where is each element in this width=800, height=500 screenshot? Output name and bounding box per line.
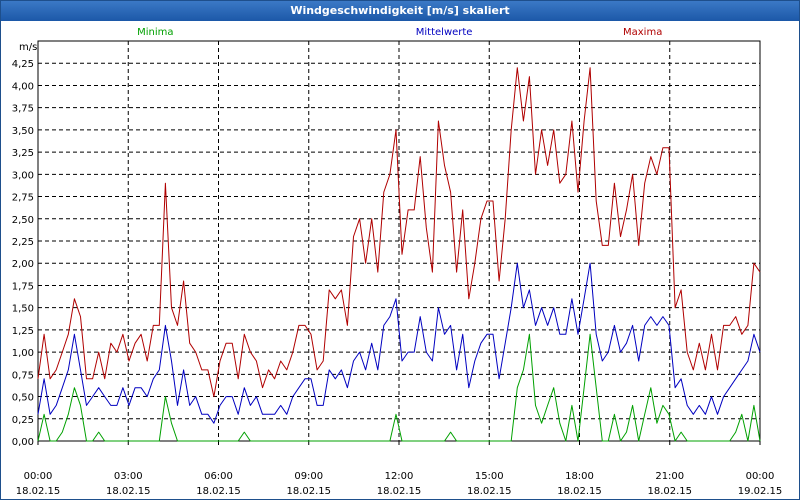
x-tick-date: 18.02.15 — [467, 486, 512, 497]
y-axis-label: m/s — [19, 42, 37, 53]
x-tick-time: 15:00 — [475, 471, 504, 482]
y-tick-label: 0,75 — [12, 370, 34, 381]
grid — [38, 41, 760, 441]
legend-minima: Minima — [137, 27, 173, 38]
y-tick-label: 1,75 — [12, 281, 34, 292]
y-tick-label: 1,00 — [12, 348, 34, 359]
y-axis: m/s 0,00 0,25 0,50 0,75 1,00 1,25 1,50 1,75 2,00… — [12, 42, 38, 448]
x-tick-time: 18:00 — [565, 471, 594, 482]
y-tick-label: 0,50 — [12, 393, 34, 404]
x-tick-time: 06:00 — [204, 471, 233, 482]
legend-maxima: Maxima — [623, 27, 662, 38]
x-tick-date: 18.02.15 — [377, 486, 422, 497]
y-tick-label: 1,25 — [12, 326, 34, 337]
x-tick-time: 03:00 — [114, 471, 143, 482]
series-group — [37, 67, 761, 442]
x-tick-time: 09:00 — [294, 471, 323, 482]
x-tick-date: 19.02.15 — [738, 486, 783, 497]
y-tick-label: 2,00 — [12, 259, 34, 270]
series-line-maxima — [37, 67, 761, 398]
x-tick-time: 00:00 — [24, 471, 53, 482]
y-tick-label: 3,75 — [12, 104, 34, 115]
x-tick-date: 18.02.15 — [286, 486, 331, 497]
series-line-minima — [37, 333, 761, 442]
x-tick-date: 18.02.15 — [647, 486, 692, 497]
y-tick-label: 0,25 — [12, 415, 34, 426]
x-tick-time: 00:00 — [746, 471, 775, 482]
x-tick-date: 18.02.15 — [106, 486, 151, 497]
y-tick-label: 2,50 — [12, 215, 34, 226]
x-tick-date: 18.02.15 — [196, 486, 241, 497]
legend: Minima Mittelwerte Maxima — [137, 27, 662, 38]
x-axis: 00:00 18.02.15 03:00 18.02.15 06:00 18.02.15 0… — [16, 441, 783, 497]
x-tick-time: 12:00 — [385, 471, 414, 482]
y-tick-label: 0,00 — [12, 437, 34, 448]
y-tick-label: 4,25 — [12, 59, 34, 70]
legend-mittelwerte: Mittelwerte — [416, 27, 473, 38]
series-line-mittelwerte — [37, 262, 761, 424]
x-tick-date: 18.02.15 — [16, 486, 61, 497]
y-tick-label: 3,50 — [12, 126, 34, 137]
y-tick-label: 1,50 — [12, 304, 34, 315]
y-tick-label: 4,00 — [12, 81, 34, 92]
y-tick-label: 3,00 — [12, 170, 34, 181]
x-tick-date: 18.02.15 — [557, 486, 602, 497]
y-tick-label: 2,25 — [12, 237, 34, 248]
window-title: Windgeschwindigkeit [m/s] skaliert — [1, 1, 799, 21]
x-tick-time: 21:00 — [655, 471, 684, 482]
y-tick-label: 3,25 — [12, 148, 34, 159]
y-tick-label: 2,75 — [12, 193, 34, 204]
